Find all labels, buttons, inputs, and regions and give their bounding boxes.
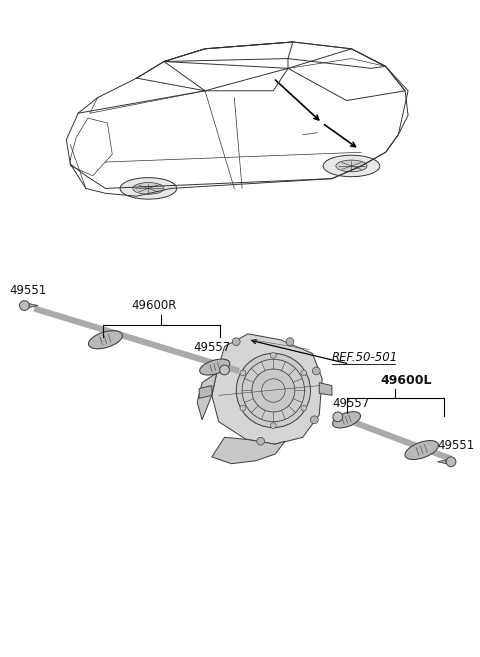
Circle shape [20,301,29,311]
Ellipse shape [405,441,438,459]
Ellipse shape [133,183,164,194]
Polygon shape [199,386,212,398]
Polygon shape [197,373,217,420]
Ellipse shape [220,365,229,375]
Text: 49557: 49557 [193,342,230,354]
Ellipse shape [88,330,122,349]
Text: 49551: 49551 [437,439,475,452]
Text: 49557: 49557 [332,397,369,410]
Circle shape [270,422,276,428]
Circle shape [286,338,294,346]
Circle shape [311,416,318,424]
Circle shape [446,457,456,466]
Circle shape [312,367,320,375]
Circle shape [236,353,311,428]
Circle shape [252,369,295,412]
Text: 49600L: 49600L [381,374,432,386]
Text: 49551: 49551 [10,284,47,297]
Ellipse shape [333,412,343,422]
Polygon shape [212,438,285,464]
Polygon shape [437,460,446,464]
Circle shape [232,338,240,346]
Ellipse shape [200,359,230,375]
Polygon shape [319,382,332,396]
Circle shape [240,405,246,411]
Ellipse shape [120,177,177,199]
Circle shape [240,370,246,376]
Polygon shape [212,334,322,444]
Circle shape [270,352,276,358]
Ellipse shape [336,160,367,172]
Polygon shape [29,304,38,307]
Ellipse shape [323,155,380,177]
Circle shape [301,405,307,411]
Text: REF.50-501: REF.50-501 [332,351,398,364]
Circle shape [301,370,307,376]
Ellipse shape [333,412,360,428]
Circle shape [257,438,264,445]
Text: 49600R: 49600R [132,300,177,312]
